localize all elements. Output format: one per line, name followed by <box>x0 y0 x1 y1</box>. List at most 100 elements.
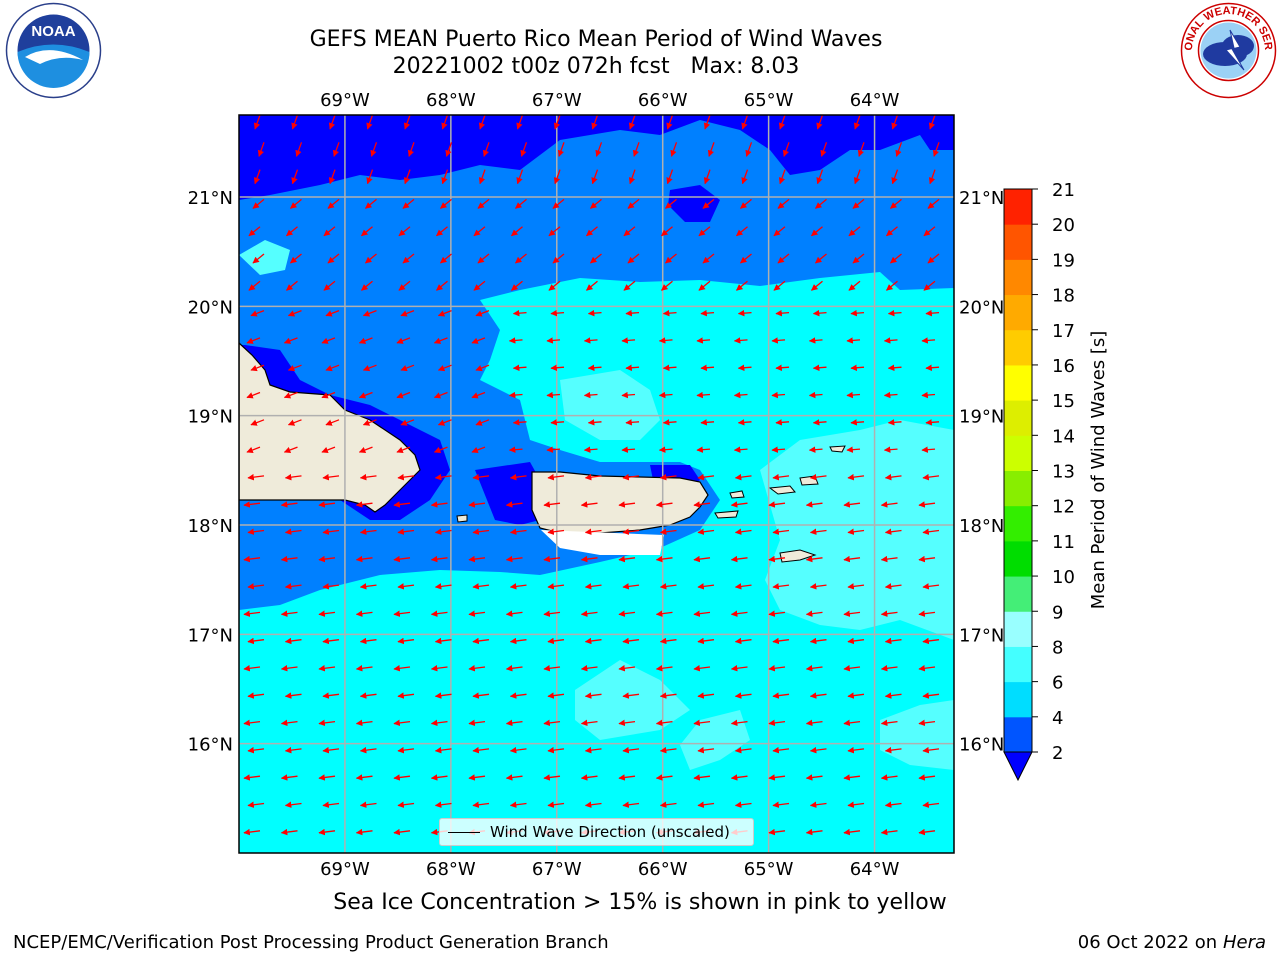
wind-wave-arrow <box>505 501 523 508</box>
wind-wave-arrow <box>247 637 265 645</box>
wind-wave-arrow <box>923 226 936 237</box>
wind-wave-arrow <box>402 198 415 209</box>
wind-wave-arrow <box>782 142 790 157</box>
wind-wave-arrow <box>658 337 673 344</box>
wind-wave-arrow <box>698 226 711 237</box>
wind-wave-arrow <box>847 801 865 808</box>
wind-wave-arrow <box>734 528 752 535</box>
wind-wave-arrow <box>658 391 673 399</box>
wind-wave-arrow <box>400 309 415 317</box>
wind-wave-arrow <box>734 692 752 699</box>
wind-wave-arrow <box>887 309 902 317</box>
wind-wave-arrow <box>922 583 940 590</box>
wave-period-under-2-mona <box>475 462 540 525</box>
wind-wave-arrow <box>880 665 898 672</box>
wind-wave-arrow <box>547 583 565 590</box>
wind-wave-arrow <box>932 142 940 157</box>
wind-wave-arrow <box>584 637 602 645</box>
colorbar-tick-label: 9 <box>1052 602 1063 623</box>
wind-wave-arrow <box>437 309 452 317</box>
lat-label-left: 20°N <box>188 297 233 318</box>
wind-wave-arrow <box>580 665 598 672</box>
lat-label-right: 16°N <box>959 735 1004 756</box>
wind-wave-arrow <box>625 364 640 371</box>
nws-logo-icon: NATIONAL WEATHER SERVICE <box>1180 2 1277 99</box>
wind-wave-arrow <box>847 746 865 754</box>
wind-wave-arrow <box>393 610 411 617</box>
wind-wave-arrow <box>580 501 598 508</box>
wind-wave-arrow <box>843 610 861 617</box>
wind-wave-arrow <box>550 364 565 371</box>
wind-wave-arrow <box>359 583 377 590</box>
wind-wave-arrow <box>280 555 298 563</box>
wind-wave-arrow <box>284 801 302 808</box>
wind-wave-arrow <box>883 446 898 453</box>
wind-wave-arrow <box>543 555 561 563</box>
wind-wave-arrow <box>362 419 377 426</box>
wind-wave-arrow <box>622 692 640 699</box>
wind-wave-arrow <box>850 364 865 371</box>
wind-wave-arrow <box>508 446 523 453</box>
wind-wave-arrow <box>510 226 523 237</box>
mona-island-land <box>456 514 468 523</box>
noaa-logo-icon: NOAA <box>5 2 102 99</box>
wind-wave-arrow <box>918 828 936 836</box>
lon-label-top: 64°W <box>850 90 900 111</box>
footer-date-text: 06 Oct 2022 on <box>1077 932 1223 953</box>
wind-wave-arrow <box>509 637 527 645</box>
colorbar-segment <box>1004 611 1032 647</box>
longitude-labels-bottom: 69°W 68°W 67°W 66°W 65°W 64°W <box>320 859 900 880</box>
wind-wave-arrow <box>543 610 561 617</box>
wind-wave-arrow <box>289 253 302 264</box>
wind-wave-arrow <box>814 198 827 209</box>
wind-wave-arrow <box>927 198 940 209</box>
wind-wave-arrow <box>693 719 711 727</box>
wind-wave-arrow <box>730 774 748 781</box>
wind-wave-arrow <box>358 391 373 399</box>
wind-wave-arrow <box>322 473 340 481</box>
wind-wave-arrow <box>884 801 902 808</box>
legend-line-swatch <box>448 832 480 833</box>
wind-wave-arrow <box>322 746 340 754</box>
colorbar-segment <box>1004 364 1032 401</box>
wave-period-6-8-patch-east <box>760 420 954 640</box>
wind-wave-arrow <box>771 337 786 344</box>
wind-wave-arrow <box>777 198 790 209</box>
wind-wave-arrow <box>700 364 715 371</box>
wind-wave-arrow <box>921 337 936 344</box>
wind-wave-arrow <box>773 280 786 291</box>
wind-wave-arrow <box>843 774 861 781</box>
wind-wave-arrow <box>853 169 861 185</box>
wind-wave-arrow <box>287 419 302 426</box>
wind-wave-arrow <box>883 391 898 399</box>
wind-wave-arrow <box>843 555 861 563</box>
wind-wave-arrow <box>505 555 523 563</box>
wind-wave-arrow <box>284 692 302 699</box>
wind-wave-arrow <box>355 828 373 836</box>
wind-wave-arrow <box>921 446 936 453</box>
wind-wave-arrow <box>247 692 265 699</box>
wind-wave-arrow <box>659 692 677 699</box>
wind-wave-arrow <box>809 583 827 590</box>
wind-wave-arrow <box>666 115 674 130</box>
wind-wave-arrow <box>328 169 336 185</box>
colorbar-segment <box>1004 470 1032 507</box>
footer-credit: NCEP/EMC/Verification Post Processing Pr… <box>13 932 609 953</box>
wind-wave-arrow <box>547 692 565 699</box>
wind-wave-arrow <box>355 610 373 617</box>
wind-wave-arrow <box>805 665 823 672</box>
wind-wave-arrow <box>887 364 902 371</box>
wind-wave-arrow <box>622 473 640 481</box>
wind-wave-arrow <box>359 692 377 699</box>
wind-wave-arrow <box>393 665 411 672</box>
wind-wave-arrow <box>280 828 298 836</box>
wind-wave-arrow <box>397 637 415 645</box>
wind-wave-arrow <box>928 169 936 185</box>
wind-wave-arrow <box>247 746 265 754</box>
wind-wave-arrow <box>285 226 298 237</box>
wind-wave-arrow <box>733 391 748 399</box>
wind-wave-arrow <box>283 337 298 344</box>
wind-wave-arrow <box>884 746 902 754</box>
wind-wave-arrow <box>321 446 336 454</box>
wind-wave-arrow <box>325 419 340 426</box>
